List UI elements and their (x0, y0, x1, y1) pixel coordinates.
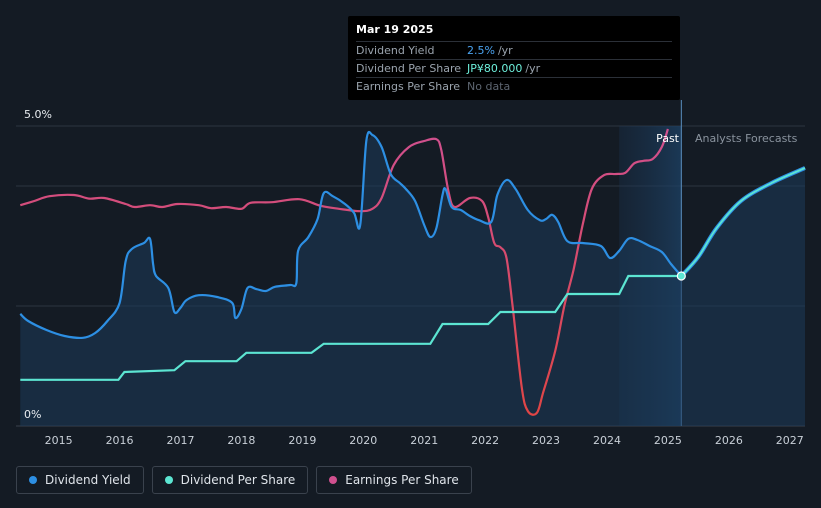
legend-label: Dividend Yield (45, 473, 131, 487)
x-tick-label: 2016 (106, 434, 134, 447)
x-tick-label: 2019 (288, 434, 316, 447)
legend-dot-icon (29, 476, 37, 484)
yield-area-fill (20, 135, 805, 426)
x-tick-label: 2025 (654, 434, 682, 447)
x-tick-label: 2020 (349, 434, 377, 447)
legend-dot-icon (329, 476, 338, 484)
tooltip-value: 2.5% (467, 44, 495, 57)
y-label-bottom: 0% (24, 408, 41, 421)
x-tick-label: 2017 (167, 434, 195, 447)
x-tick-label: 2022 (471, 434, 499, 447)
tooltip-label: Dividend Yield (356, 44, 435, 57)
x-tick-label: 2021 (410, 434, 438, 447)
tooltip: Mar 19 2025 Dividend Yield 2.5% /yr Divi… (348, 16, 680, 100)
tooltip-value: No data (467, 80, 511, 93)
legend-earnings-per-share[interactable]: Earnings Per Share (316, 466, 472, 494)
tooltip-unit: /yr (497, 44, 513, 57)
axes: 2015 2016 2017 2018 2019 2020 2021 2022 2023 2024… (45, 434, 804, 447)
tooltip-label: Dividend Per Share (356, 62, 462, 75)
forecast-label: Analysts Forecasts (695, 132, 798, 145)
yield-line (19, 130, 683, 340)
x-tick-label: 2026 (715, 434, 743, 447)
tooltip-value: JP¥80.000 (467, 62, 523, 75)
tooltip-row-dps: Dividend Per Share JP¥80.000 /yr (356, 59, 672, 77)
legend-dividend-per-share[interactable]: Dividend Per Share (151, 466, 309, 494)
highlight-marker (676, 271, 686, 281)
past-label: Past (656, 132, 680, 145)
dps-line (20, 274, 682, 381)
legend-dividend-yield[interactable]: Dividend Yield (16, 466, 144, 494)
tooltip-label: Earnings Per Share (356, 80, 461, 93)
x-tick-label: 2015 (45, 434, 73, 447)
tooltip-unit: /yr (525, 62, 541, 75)
legend-label: Dividend Per Share (180, 473, 296, 487)
legend-dot-icon (164, 476, 173, 484)
legend: Dividend Yield Dividend Per Share Earnin… (16, 466, 472, 494)
yield-area (20, 135, 805, 426)
tooltip-row-eps: Earnings Per Share No data (356, 77, 672, 95)
y-label-top: 5.0% (24, 108, 52, 121)
tooltip-date: Mar 19 2025 (356, 23, 434, 36)
series-lines (19, 128, 806, 416)
tooltip-row-yield: Dividend Yield 2.5% /yr (356, 41, 672, 59)
dps-forecast-line (680, 167, 806, 277)
legend-label: Earnings Per Share (345, 473, 459, 487)
eps-line (19, 128, 669, 416)
x-tick-label: 2018 (227, 434, 255, 447)
x-tick-label: 2023 (532, 434, 560, 447)
x-tick-label: 2027 (776, 434, 804, 447)
x-tick-label: 2024 (593, 434, 621, 447)
